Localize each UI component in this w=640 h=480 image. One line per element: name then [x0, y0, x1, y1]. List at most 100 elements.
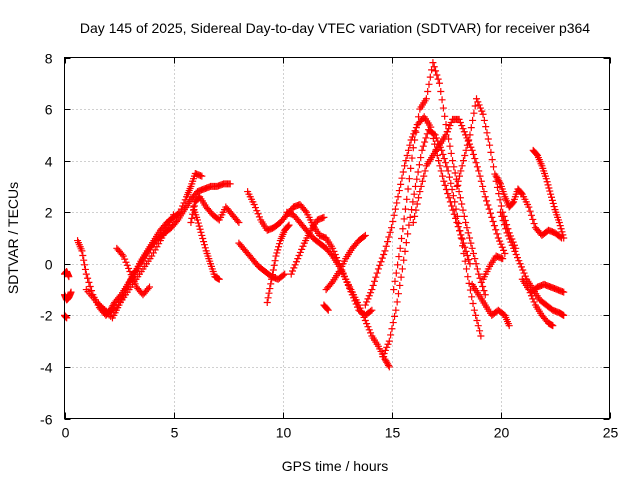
- series-sat-p: [322, 231, 369, 294]
- data-point: [389, 319, 397, 327]
- data-point: [403, 151, 411, 159]
- data-point: [299, 242, 307, 250]
- data-point: [379, 353, 387, 361]
- data-point: [85, 278, 93, 286]
- data-point: [463, 141, 471, 149]
- data-point: [363, 298, 371, 306]
- series-sat-u: [453, 95, 520, 252]
- data-point: [437, 167, 445, 175]
- data-point: [289, 267, 297, 275]
- data-point: [82, 270, 90, 278]
- data-point: [408, 154, 416, 162]
- data-point: [323, 305, 331, 313]
- data-point: [466, 260, 474, 268]
- data-point: [451, 169, 459, 177]
- data-point: [436, 162, 444, 170]
- data-point: [399, 225, 407, 233]
- data-point: [525, 203, 533, 211]
- data-point: [418, 177, 426, 185]
- data-point: [266, 285, 274, 293]
- data-point: [380, 251, 388, 259]
- data-point: [452, 205, 460, 213]
- data-point: [447, 149, 455, 157]
- data-point: [467, 239, 475, 247]
- data-point: [464, 273, 472, 281]
- data-point: [492, 226, 500, 234]
- data-point: [385, 337, 393, 345]
- data-point: [279, 271, 287, 279]
- data-point: [453, 182, 461, 190]
- data-point: [546, 187, 554, 195]
- data-point: [548, 196, 556, 204]
- series-sat-q: [361, 113, 474, 309]
- data-point: [441, 181, 449, 189]
- data-point: [557, 225, 565, 233]
- data-point: [477, 278, 485, 286]
- data-point: [254, 210, 262, 218]
- data-point: [457, 234, 465, 242]
- data-point: [382, 242, 390, 250]
- data-point: [388, 224, 395, 232]
- data-point: [412, 206, 420, 214]
- series-sat-k: [235, 239, 289, 283]
- data-point: [442, 121, 450, 129]
- data-point: [459, 206, 467, 214]
- data-point: [475, 101, 483, 109]
- data-point: [468, 244, 476, 252]
- data-point: [459, 242, 467, 250]
- data-point: [440, 177, 448, 185]
- data-point: [392, 306, 400, 314]
- data-point: [275, 240, 283, 248]
- x-tick-label: 10: [276, 425, 292, 441]
- data-point: [483, 129, 491, 137]
- data-point: [391, 277, 399, 285]
- series-sat-f: [95, 211, 177, 317]
- data-point: [451, 198, 459, 206]
- data-point: [455, 220, 463, 228]
- data-point: [516, 260, 524, 268]
- data-point: [367, 329, 375, 337]
- data-point: [476, 274, 484, 282]
- data-point: [415, 161, 423, 169]
- data-point: [509, 199, 517, 207]
- data-point: [384, 361, 392, 369]
- data-point: [298, 245, 306, 253]
- data-point: [498, 212, 506, 220]
- data-point: [388, 325, 396, 333]
- data-point: [474, 322, 482, 330]
- series-sat-o: [320, 301, 332, 314]
- data-point: [520, 269, 528, 277]
- data-point: [456, 172, 464, 180]
- data-point: [466, 131, 474, 139]
- data-point: [389, 217, 397, 225]
- data-point: [270, 261, 278, 269]
- data-point: [364, 295, 372, 303]
- series-sat-v: [468, 280, 513, 330]
- data-point: [445, 173, 453, 181]
- series-sat-t: [409, 115, 509, 257]
- data-point: [360, 313, 368, 321]
- data-point: [449, 206, 457, 214]
- data-point: [419, 142, 427, 150]
- data-point: [394, 261, 402, 269]
- data-point: [376, 261, 384, 269]
- data-point: [465, 279, 473, 287]
- data-point: [400, 256, 408, 264]
- data-point: [507, 238, 515, 246]
- data-point: [404, 185, 412, 193]
- data-point: [149, 249, 157, 257]
- data-point: [81, 261, 89, 269]
- data-point: [383, 343, 391, 351]
- data-point: [480, 188, 488, 196]
- data-point: [396, 244, 404, 252]
- data-point: [439, 150, 447, 158]
- data-point: [529, 295, 537, 303]
- data-point: [372, 273, 380, 281]
- data-point: [381, 346, 389, 354]
- data-point: [327, 251, 335, 259]
- data-point: [403, 195, 411, 203]
- data-point: [512, 251, 520, 259]
- data-point: [500, 246, 508, 254]
- y-tick-label: 6: [45, 102, 53, 118]
- data-point: [467, 124, 475, 132]
